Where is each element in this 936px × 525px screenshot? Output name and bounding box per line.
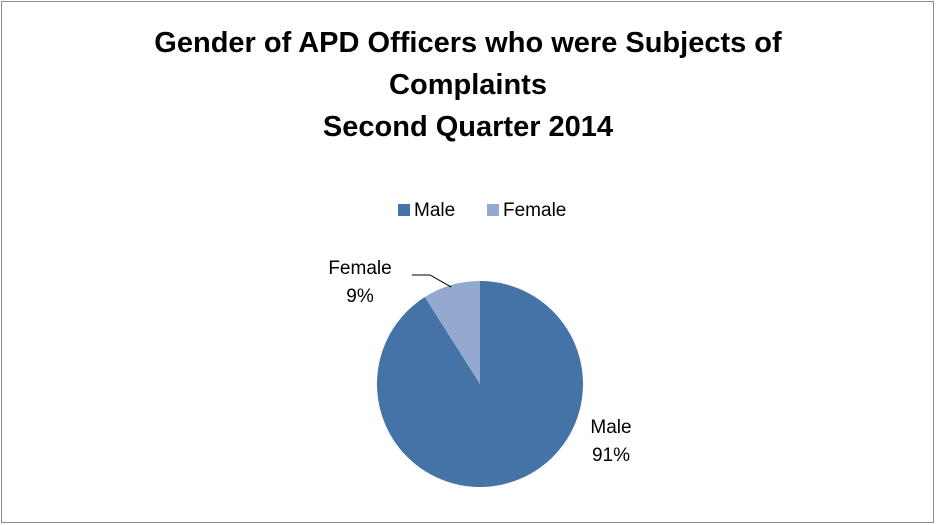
- legend-label: Male: [414, 200, 455, 221]
- chart-subtitle: Second Quarter 2014: [322, 111, 614, 143]
- pie-slice: [376, 281, 583, 487]
- data-label-value: 9%: [346, 286, 374, 307]
- data-label-category: Male: [590, 417, 631, 438]
- chart-title-block: Gender of APD Officers who were Subjects…: [108, 22, 828, 148]
- data-label-value: 91%: [592, 445, 630, 466]
- pie-slice: [424, 281, 480, 384]
- legend-label: Female: [503, 200, 566, 221]
- leader-line: [412, 274, 452, 288]
- chart-title: Gender of APD Officers who were Subjects…: [154, 27, 782, 101]
- legend-swatch: [398, 204, 410, 216]
- data-label-category: Female: [328, 258, 391, 279]
- legend-swatch: [487, 204, 499, 216]
